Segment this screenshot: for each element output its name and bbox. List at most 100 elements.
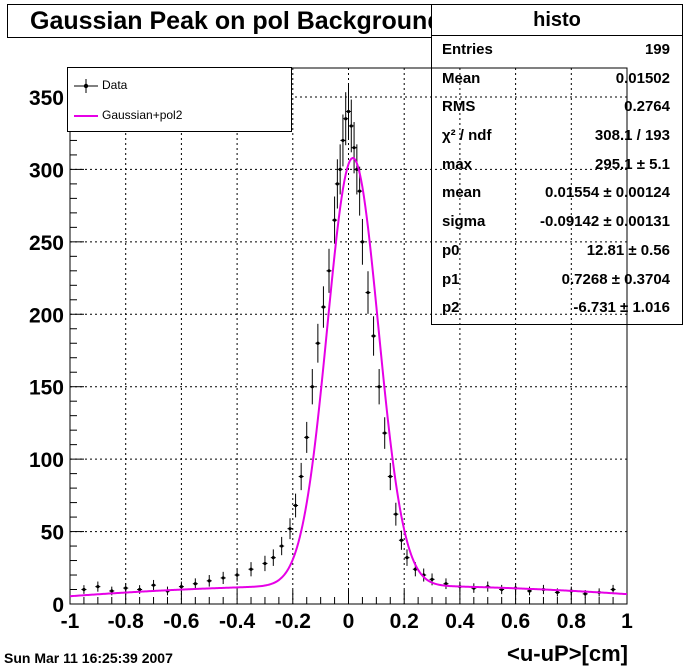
stats-row: p0 12.81 ± 0.56 xyxy=(432,237,682,266)
data-point xyxy=(81,585,87,594)
data-point xyxy=(351,122,357,174)
stats-row: sigma -0.09142 ± 0.00131 xyxy=(432,208,682,237)
data-point xyxy=(248,562,254,577)
x-tick-label: -0.4 xyxy=(219,610,256,633)
stats-label: mean xyxy=(442,184,482,202)
marker xyxy=(394,512,398,516)
stats-row: p1 0.7268 ± 0.3704 xyxy=(432,266,682,295)
stats-row: mean 0.01554 ± 0.00124 xyxy=(432,179,682,208)
x-tick-label: -0.6 xyxy=(163,610,199,633)
data-point xyxy=(376,369,382,405)
x-axis-title: <u-uP>[cm] xyxy=(506,641,628,666)
stats-title: histo xyxy=(432,5,682,36)
x-tick-label: -0.2 xyxy=(275,610,311,633)
data-point xyxy=(151,579,157,591)
marker xyxy=(360,240,365,244)
data-point xyxy=(287,518,293,540)
stats-value: -0.09142 ± 0.00131 xyxy=(539,213,670,231)
marker xyxy=(299,474,303,479)
data-point xyxy=(279,536,285,556)
x-tick-label: 1 xyxy=(621,610,633,633)
marker xyxy=(82,587,86,592)
stats-row: χ² / ndf 308.1 / 193 xyxy=(432,122,682,151)
data-point xyxy=(471,583,477,593)
data-point xyxy=(315,323,321,363)
marker xyxy=(193,582,197,586)
data-point xyxy=(387,462,393,491)
x-tick-labels: -1 -0.8 -0.6 -0.4 -0.2 0 0.2 0.4 0.6 0.8 1 xyxy=(61,610,634,633)
marker xyxy=(383,431,387,435)
stats-box: histo Entries 199 Mean 0.01502 RMS 0.2764 χ² /… xyxy=(431,4,683,325)
marker xyxy=(349,124,353,128)
marker xyxy=(430,577,434,581)
marker xyxy=(221,576,225,580)
marker xyxy=(179,585,183,589)
marker xyxy=(280,544,284,548)
chart-title: Gaussian Peak on pol Background xyxy=(7,4,491,38)
legend-label-data: Data xyxy=(102,78,128,92)
marker xyxy=(310,385,314,389)
data-point xyxy=(398,530,404,550)
data-point xyxy=(309,369,315,405)
data-point xyxy=(262,555,268,572)
marker xyxy=(527,589,532,593)
stats-row: max 295.1 ± 5.1 xyxy=(432,151,682,180)
marker xyxy=(335,182,339,186)
x-tick-label: 0.8 xyxy=(557,610,587,633)
y-tick-label: 150 xyxy=(29,377,64,400)
marker xyxy=(444,582,448,586)
stats-value: 12.81 ± 0.56 xyxy=(586,241,670,259)
y-tick-label: 300 xyxy=(29,159,64,182)
legend-marker-data xyxy=(74,79,98,93)
marker xyxy=(555,590,559,595)
marker xyxy=(96,585,100,589)
data-point xyxy=(337,144,343,195)
data-point xyxy=(206,575,212,587)
data-point xyxy=(499,584,505,595)
data-point xyxy=(304,421,310,453)
data-point xyxy=(393,502,399,526)
marker xyxy=(124,586,128,590)
data-point xyxy=(326,248,332,293)
marker xyxy=(263,561,267,566)
y-tick-label: 50 xyxy=(41,522,64,545)
stats-value: 0.01502 xyxy=(615,69,670,87)
marker xyxy=(371,334,376,338)
data-point xyxy=(298,462,304,491)
data-point xyxy=(346,84,351,139)
marker xyxy=(399,538,404,542)
stats-value: 199 xyxy=(644,41,670,58)
stats-label: Entries xyxy=(442,41,493,58)
data-point xyxy=(371,316,377,356)
stats-rows: Entries 199 Mean 0.01502 RMS 0.2764 χ² / ndf 30… xyxy=(432,36,682,323)
legend: Data Gaussian+pol2 xyxy=(67,67,292,132)
data-point xyxy=(320,286,326,328)
stats-label: p1 xyxy=(442,270,460,288)
data-point xyxy=(220,571,226,585)
stats-label: sigma xyxy=(442,213,486,231)
data-point xyxy=(343,92,349,146)
y-tick-label: 200 xyxy=(29,304,64,327)
marker xyxy=(405,556,409,560)
y-tick-label: 100 xyxy=(29,449,64,472)
axis-ticks xyxy=(69,96,628,605)
data-points xyxy=(81,84,616,598)
x-tick-label: 0 xyxy=(343,610,355,633)
marker xyxy=(332,218,337,222)
data-point xyxy=(123,583,129,593)
timestamp: Sun Mar 11 16:25:39 2007 xyxy=(4,650,173,666)
marker xyxy=(249,567,253,571)
marker xyxy=(271,556,275,560)
stats-row: p2 -6.731 ± 1.016 xyxy=(432,294,682,323)
marker xyxy=(344,117,348,121)
marker xyxy=(305,435,309,440)
marker xyxy=(611,587,615,592)
stats-label: RMS xyxy=(442,98,476,116)
x-tick-label: 0.2 xyxy=(390,610,419,633)
legend-entry-data: Data xyxy=(68,76,291,96)
x-tick-label: -1 xyxy=(61,610,80,633)
marker xyxy=(327,269,331,273)
marker xyxy=(151,583,156,587)
data-point xyxy=(359,218,365,265)
